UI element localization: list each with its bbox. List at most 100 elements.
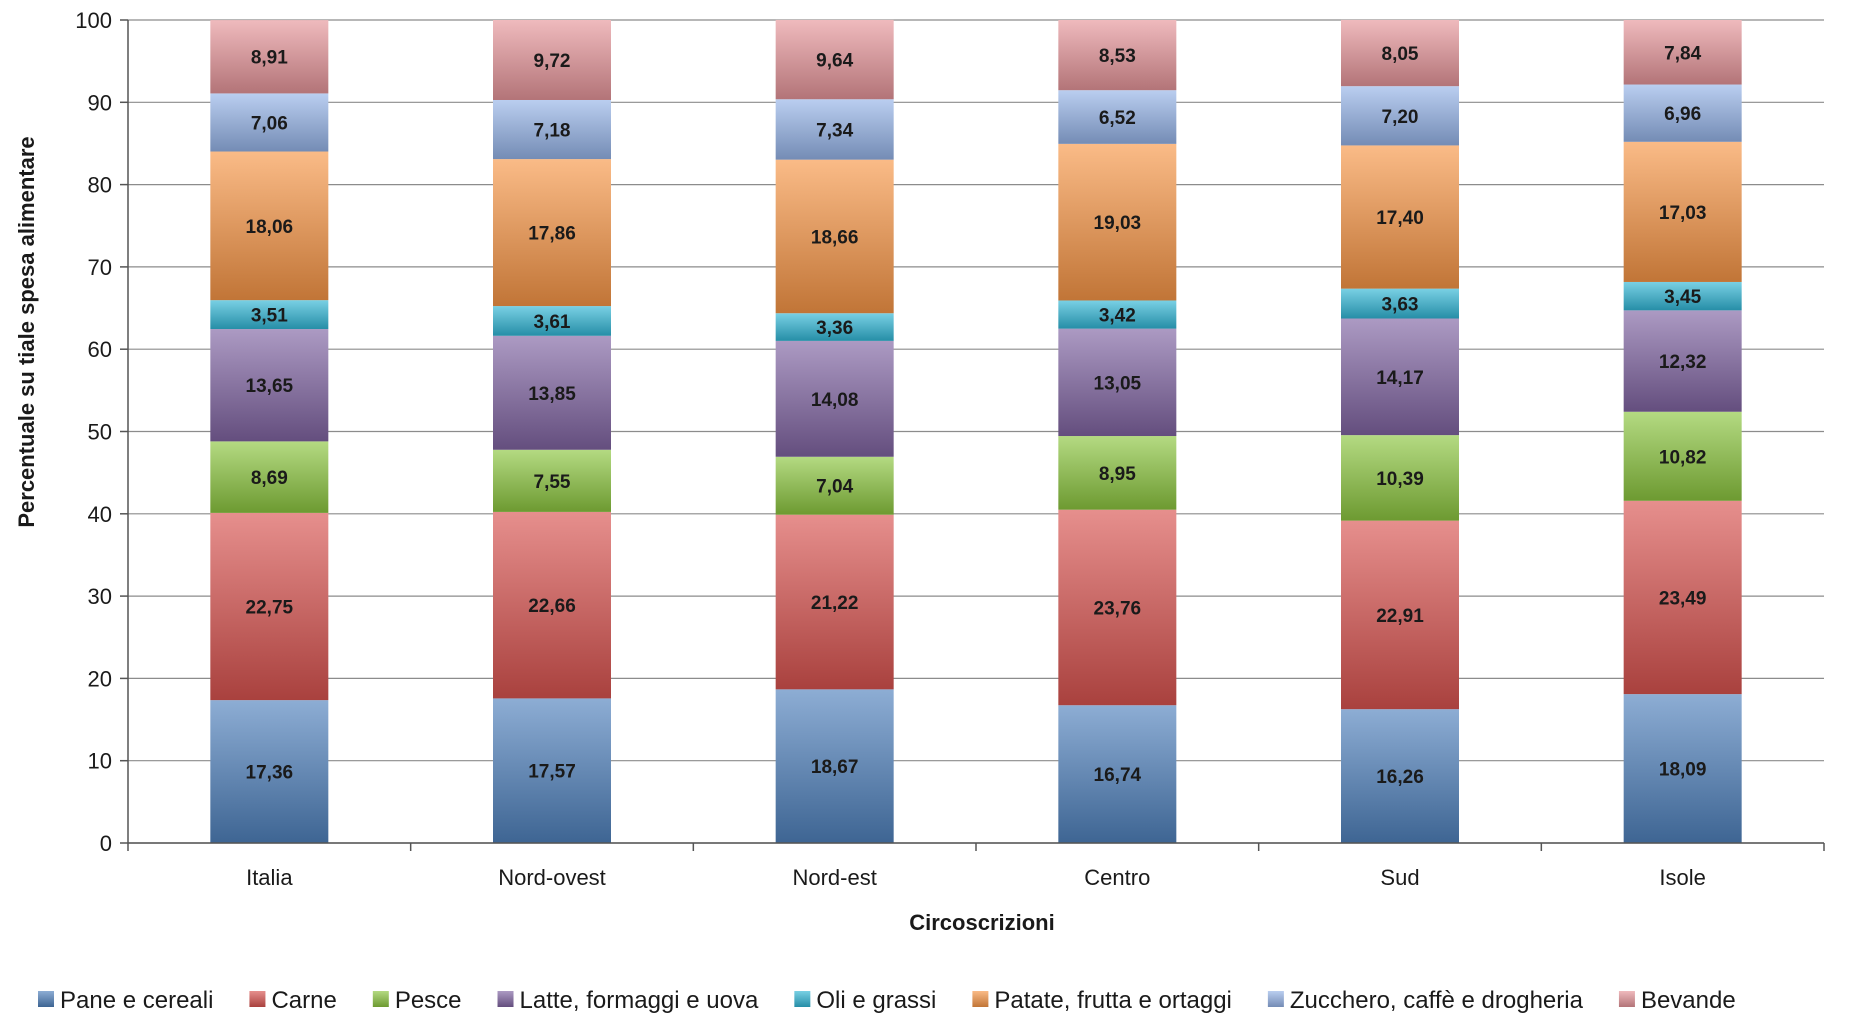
x-tick-label: Centro (1084, 865, 1150, 890)
data-label: 8,91 (251, 48, 288, 69)
y-tick-label: 100 (75, 8, 112, 33)
legend-swatch (372, 991, 389, 1007)
legend-label: Carne (271, 987, 336, 1014)
bar-segment (1058, 705, 1177, 843)
bar-segment (493, 159, 611, 307)
bar-segment (1623, 310, 1742, 412)
legend-label: Latte, formaggi e uova (520, 987, 759, 1014)
y-axis-ticks: 0 10 20 30 40 50 60 70 80 90 100 (75, 8, 128, 856)
bar-segment (775, 159, 894, 314)
y-tick-label: 0 (100, 831, 112, 856)
bar-segment (1341, 709, 1459, 843)
y-tick-label: 60 (88, 337, 112, 362)
data-label: 13,65 (246, 376, 294, 397)
bar-segment (1341, 520, 1459, 710)
legend-label: Pesce (395, 987, 462, 1014)
bar-segment (775, 313, 894, 341)
legend-item: Oli e grassi (794, 987, 936, 1014)
legend-item: Pane e cereali (38, 987, 213, 1014)
data-label: 3,42 (1099, 306, 1136, 327)
bar-segment (210, 441, 329, 513)
data-label: 21,22 (811, 593, 859, 614)
x-tick-label: Nord-ovest (498, 865, 606, 890)
data-label: 7,18 (534, 121, 571, 142)
bar-segment (775, 514, 894, 690)
data-label: 7,04 (816, 477, 853, 498)
bar-segment (775, 689, 894, 843)
gridlines (128, 19, 1824, 844)
data-label: 18,09 (1659, 760, 1707, 781)
bar-segment (1341, 19, 1459, 87)
x-tick-label: Nord-est (792, 865, 876, 890)
legend-swatch (38, 991, 54, 1007)
bar-segment (1341, 435, 1459, 521)
data-label: 18,06 (246, 217, 294, 238)
bar-segment (1058, 300, 1177, 329)
data-label: 12,32 (1659, 352, 1707, 373)
data-label: 16,74 (1094, 765, 1142, 786)
legend-label: Patate, frutta e ortaggi (994, 987, 1231, 1014)
data-label: 3,63 (1382, 295, 1419, 316)
bar-stack-isole: 18,09 23,49 10,82 12,32 3,45 17,03 6,96 7,84 (1623, 20, 1742, 843)
data-label: 9,64 (816, 51, 853, 72)
data-label: 7,20 (1382, 107, 1419, 128)
data-label: 17,03 (1659, 203, 1707, 224)
bar-stack-nord-ovest: 17,57 22,66 7,55 13,85 3,61 17,86 7,18 9,72 (493, 20, 611, 843)
bar-segment (1623, 20, 1742, 85)
legend-swatch (1267, 991, 1284, 1007)
data-label: 3,45 (1664, 287, 1701, 308)
bar-stack-nord-est: 18,67 21,22 7,04 14,08 3,36 18,66 7,34 9,64 (775, 19, 894, 843)
data-label: 19,03 (1094, 213, 1142, 234)
legend: Pane e cereali Carne Pesce Latte, formaggi … (38, 987, 1736, 1014)
bar-segment (493, 335, 611, 450)
legend-item: Patate, frutta e ortaggi (972, 987, 1232, 1014)
data-label: 13,85 (528, 384, 576, 405)
bar-segment (210, 151, 329, 301)
bars: 17,36 22,75 8,69 13,65 3,51 18,06 7,06 8,91 17,5… (210, 19, 1742, 843)
data-label: 3,61 (534, 312, 571, 333)
data-label: 9,72 (534, 51, 571, 72)
data-label: 8,69 (251, 468, 288, 489)
bar-segment (1058, 509, 1177, 706)
data-label: 8,53 (1099, 46, 1136, 67)
bar-segment (1623, 84, 1742, 142)
bar-segment (1623, 411, 1742, 501)
bar-segment (775, 19, 894, 100)
legend-item: Bevande (1618, 987, 1736, 1014)
data-label: 17,40 (1376, 208, 1424, 229)
data-label: 6,52 (1099, 108, 1136, 129)
bar-segment (210, 329, 329, 442)
x-axis-title: Circoscrizioni (909, 910, 1054, 935)
bar-segment (493, 306, 611, 336)
data-label: 6,96 (1664, 104, 1701, 125)
bar-stack-sud: 16,26 22,91 10,39 14,17 3,63 17,40 7,20 8,05 (1341, 19, 1459, 843)
legend-swatch (1618, 991, 1635, 1007)
legend-item: Carne (249, 987, 337, 1014)
data-label: 22,66 (528, 596, 576, 617)
bar-segment (1623, 500, 1742, 695)
bar-segment (1341, 288, 1459, 319)
data-label: 22,91 (1376, 606, 1424, 627)
bar-segment (210, 700, 329, 843)
data-label: 13,05 (1094, 373, 1142, 394)
data-label: 18,66 (811, 227, 859, 248)
y-axis-title: Percentuale su tiale spesa alimentare (14, 136, 39, 527)
bar-segment (493, 20, 611, 100)
legend-swatch (249, 991, 266, 1007)
data-label: 8,95 (1099, 464, 1136, 485)
bar-segment (1623, 141, 1742, 282)
legend-label: Bevande (1641, 987, 1736, 1014)
data-label: 7,34 (816, 120, 853, 141)
data-label: 7,55 (534, 472, 571, 493)
data-label: 14,08 (811, 390, 859, 411)
legend-item: Latte, formaggi e uova (497, 987, 759, 1014)
data-label: 7,06 (251, 113, 288, 134)
bar-segment (1341, 86, 1459, 146)
y-tick-label: 50 (88, 420, 112, 445)
y-tick-label: 40 (88, 502, 112, 527)
data-label: 16,26 (1376, 767, 1424, 788)
x-axis-ticks: Italia Nord-ovest Nord-est Centro Sud Isole (127, 843, 1825, 890)
bar-segment (493, 511, 611, 699)
bar-segment (775, 99, 894, 160)
bar-segment (493, 449, 611, 512)
